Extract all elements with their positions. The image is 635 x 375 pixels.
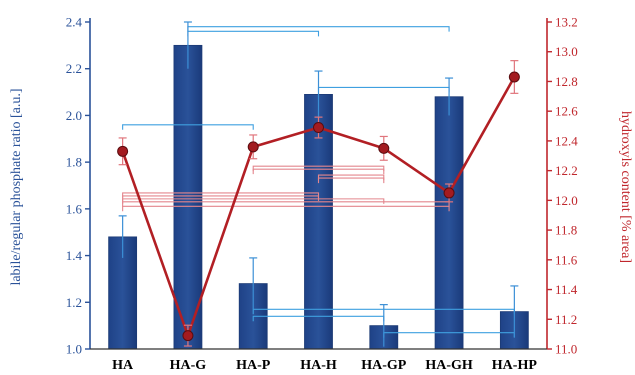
line-point-ha-g (182, 330, 194, 342)
line-significance-bracket (122, 205, 450, 212)
right-tick-label: 13.0 (555, 44, 578, 59)
right-tick-label: 11.6 (555, 252, 578, 267)
category-label: HA-G (170, 358, 207, 373)
bar-ha-gh (434, 96, 464, 350)
category-label: HA-H (300, 358, 337, 373)
right-tick-label: 11.4 (555, 282, 578, 297)
bar-significance-bracket (187, 30, 320, 37)
right-axis-title: hydroxyls content [% area] (618, 111, 633, 263)
right-tick-label: 13.2 (555, 15, 578, 30)
line-significance-bracket (122, 201, 450, 207)
category-label: HA-HP (492, 358, 538, 373)
left-tick-label: 2.4 (66, 15, 83, 30)
bar-significance-bracket (122, 124, 254, 130)
right-tick-label: 12.2 (555, 163, 578, 178)
left-tick-label: 2.2 (66, 61, 82, 76)
bar-ha-g (173, 44, 203, 350)
line-significance-bracket (317, 177, 385, 184)
line-point-ha-h (313, 122, 324, 134)
right-tick-label: 11.0 (555, 342, 577, 357)
tick-layer: 1.0 1.2 1.4 1.6 1.8 2.0 2.2 2.4 11.0 11.2 11.4 11.6… (66, 15, 579, 374)
right-tick-label: 12.8 (555, 74, 578, 89)
line-point-ha-gh (443, 187, 455, 199)
line-significance-bracket (252, 168, 385, 175)
right-tick-label: 12.4 (555, 133, 578, 148)
left-axis-title: labile/regular phosphate ratio [a.u.] (9, 88, 24, 285)
left-tick-label: 1.8 (66, 155, 82, 170)
category-label: HA-GP (361, 358, 407, 373)
right-tick-label: 11.2 (555, 312, 577, 327)
line-point-ha (117, 145, 129, 157)
right-tick-label: 11.8 (555, 223, 577, 238)
category-label: HA-P (236, 358, 271, 373)
right-tick-label: 12.0 (555, 193, 578, 208)
left-tick-label: 1.2 (66, 295, 82, 310)
line-point-ha-hp (508, 71, 520, 83)
left-tick-label: 1.4 (66, 248, 83, 263)
category-label: HA-GH (425, 358, 473, 373)
axes-layer (89, 18, 548, 350)
line-point-ha-gp (378, 142, 390, 154)
right-tick-label: 12.6 (555, 104, 578, 119)
bar-significance-bracket (317, 86, 450, 93)
left-tick-label: 1.0 (66, 342, 82, 357)
line-series-layer (117, 60, 520, 347)
category-label: HA (112, 358, 134, 373)
line-point-ha-p (247, 141, 259, 153)
left-tick-label: 2.0 (66, 108, 82, 123)
error-bar-layer (118, 21, 519, 347)
left-tick-label: 1.6 (66, 201, 83, 216)
